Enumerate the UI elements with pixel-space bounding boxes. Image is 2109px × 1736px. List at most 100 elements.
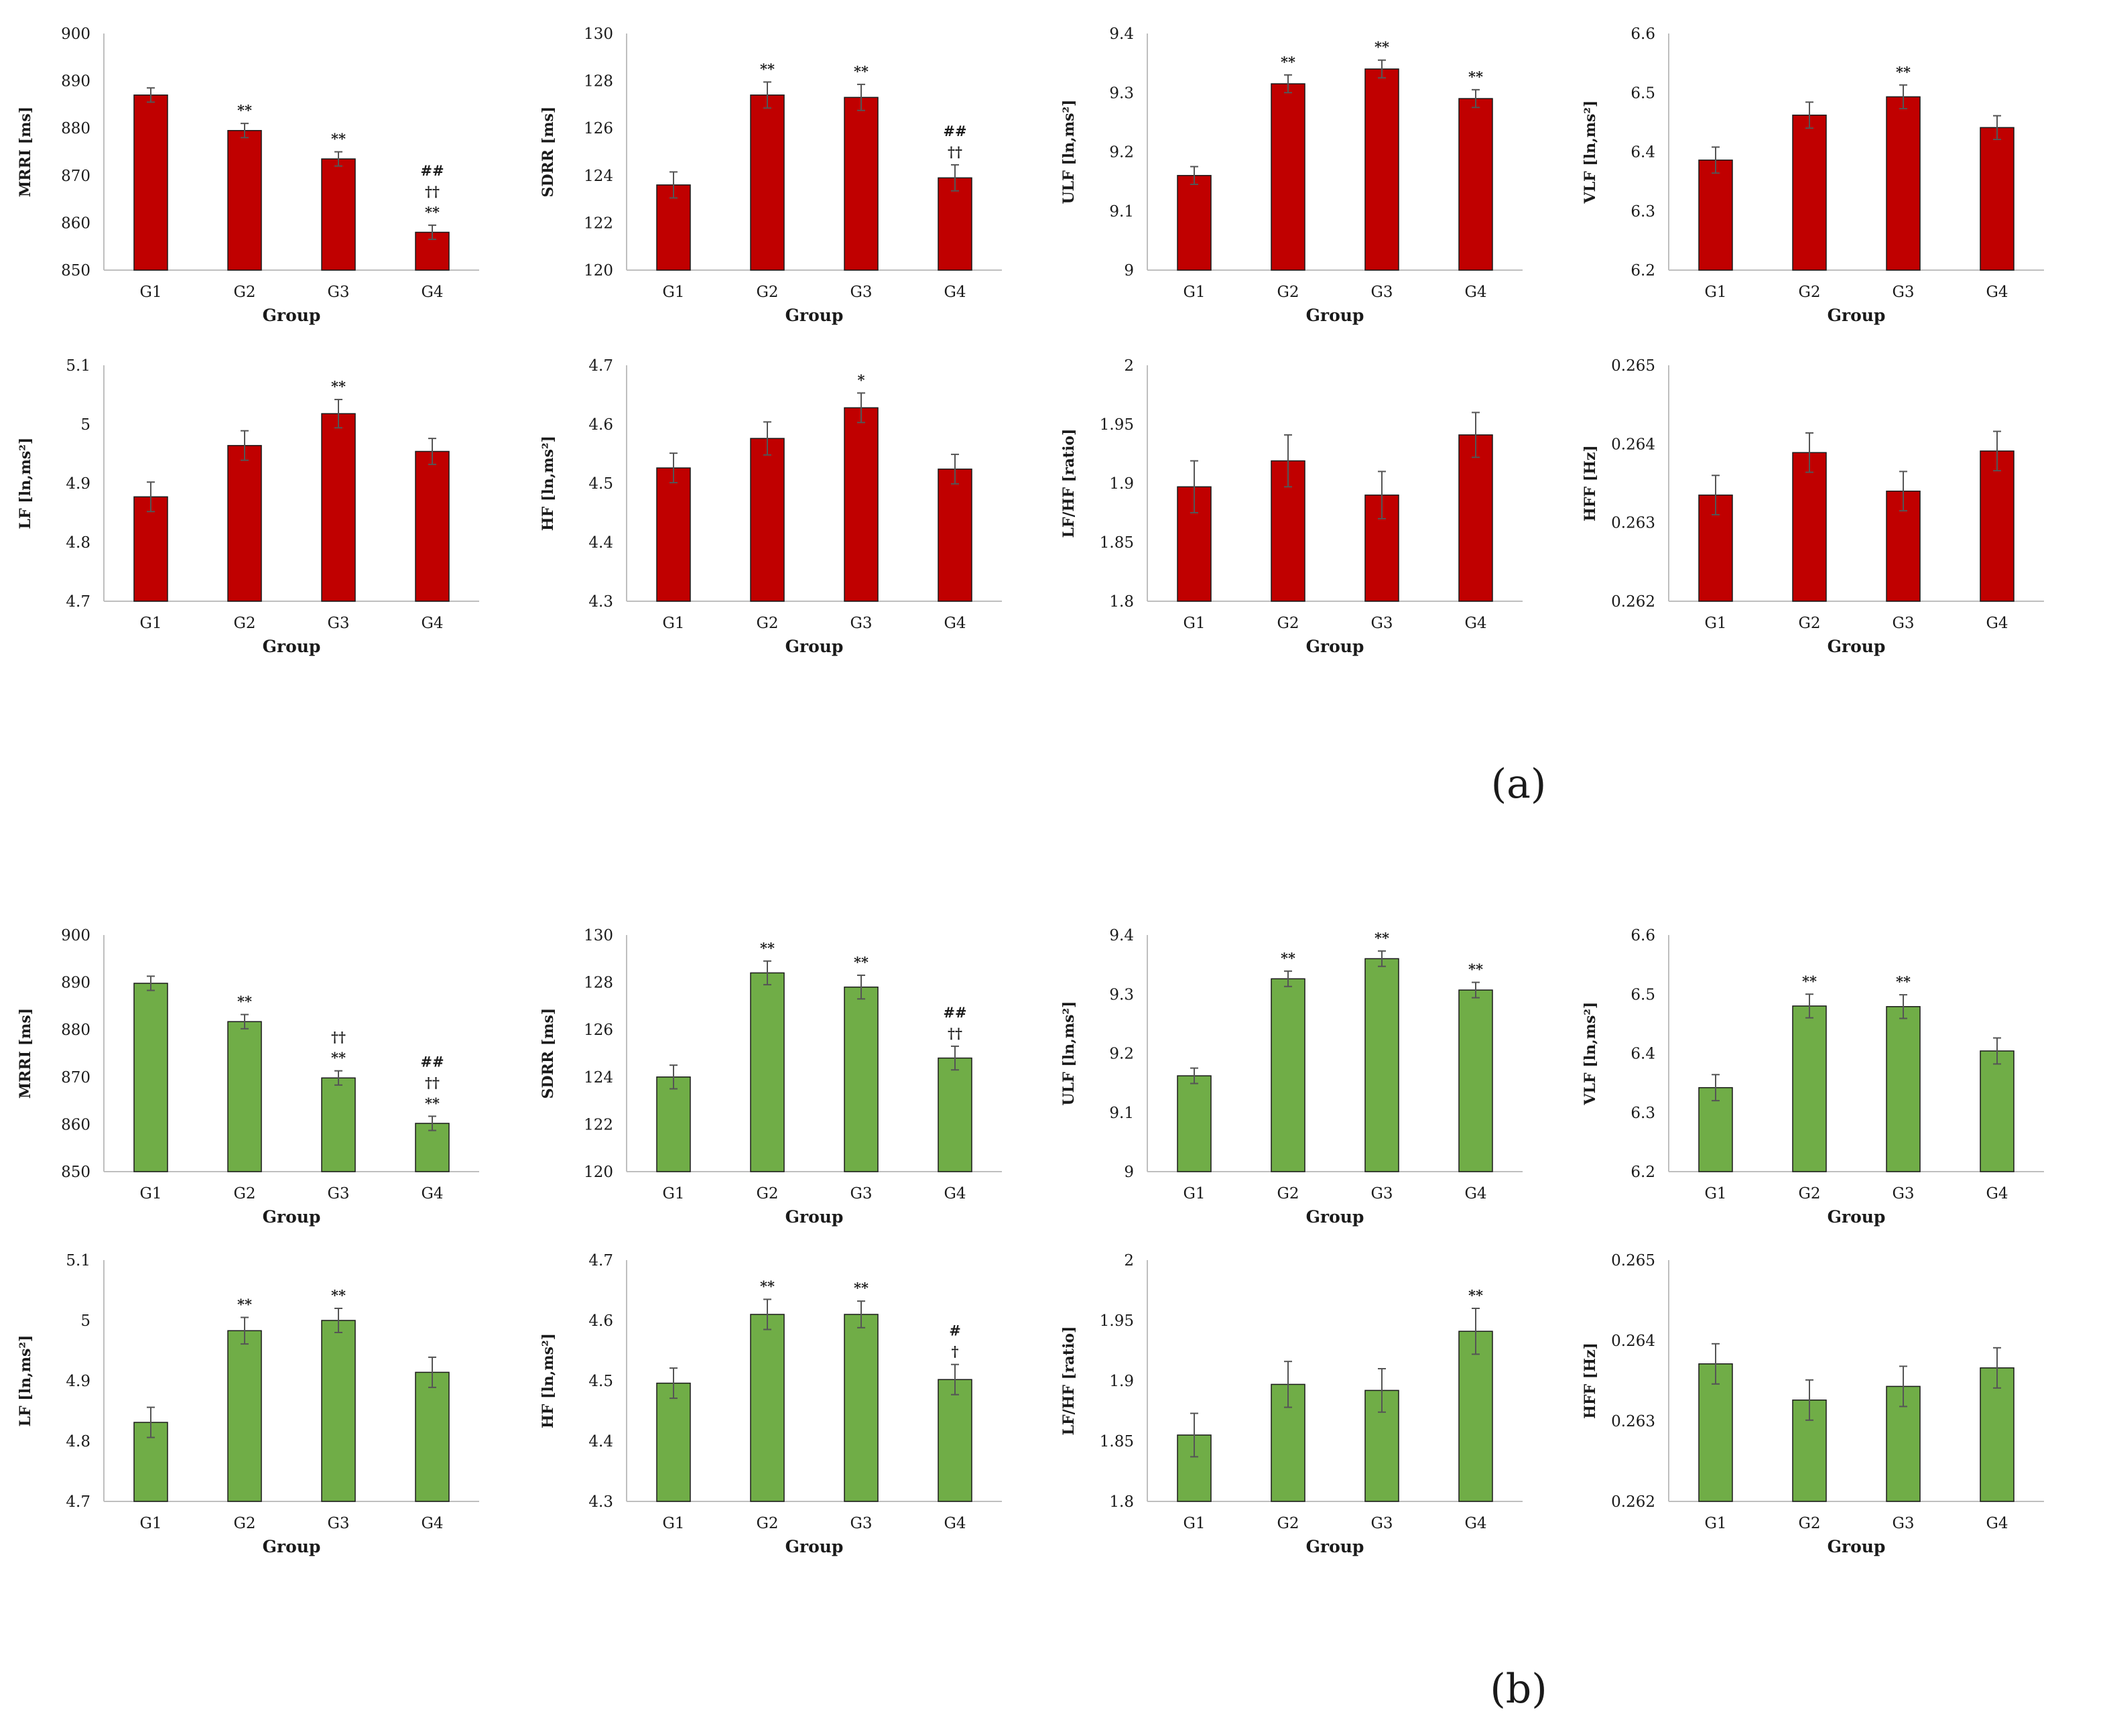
chart-panel: 1.8 1.85 1.9 1.95 2 LF/HF [ratio] Group G1 G2 G3 G… — [1060, 357, 1523, 656]
charts-layer: 850 860 870 880 890 900 MRRI [ms] Group G1 G2 ** G3… — [17, 25, 2044, 1556]
y-axis-label: LF [ln,ms²] — [17, 438, 34, 530]
y-tick-label: 850 — [61, 262, 90, 280]
y-axis-label: HF [ln,ms²] — [539, 436, 557, 531]
bar — [1177, 175, 1212, 271]
x-tick-label: G4 — [1464, 615, 1486, 632]
y-tick-label: 0.264 — [1611, 436, 1655, 453]
x-tick-label: G1 — [662, 1185, 684, 1202]
significance-marker: †† — [948, 1025, 962, 1042]
y-tick-label: 6.6 — [1631, 927, 1655, 944]
significance-marker: †† — [425, 183, 440, 200]
chart-panel: 4.3 4.4 4.5 4.6 4.7 HF [ln,ms²] Group G1 G2 ** G3 *… — [539, 1252, 1002, 1556]
x-tick-label: G2 — [1277, 284, 1299, 301]
y-tick-label: 4.9 — [66, 1373, 90, 1390]
y-tick-label: 890 — [61, 73, 90, 90]
significance-marker: †† — [331, 1029, 346, 1046]
bar — [1792, 1005, 1827, 1172]
x-tick-label: G1 — [139, 1515, 162, 1532]
significance-marker: ** — [331, 1050, 346, 1066]
bar — [938, 469, 972, 602]
y-tick-label: 4.6 — [588, 416, 613, 434]
y-tick-label: 9.1 — [1109, 1105, 1134, 1122]
x-tick-label: G1 — [1704, 284, 1726, 301]
significance-marker: ** — [1468, 1287, 1483, 1304]
x-tick-label: G2 — [1798, 1515, 1820, 1532]
y-tick-label: 0.263 — [1611, 1413, 1655, 1430]
x-tick-label: G3 — [327, 1185, 349, 1202]
x-axis-label: Group — [1306, 306, 1364, 325]
significance-marker: ** — [331, 1287, 346, 1304]
x-tick-label: G2 — [1277, 615, 1299, 632]
bar — [750, 1314, 785, 1502]
significance-marker: ** — [760, 60, 775, 77]
bar — [321, 413, 356, 602]
y-tick-label: 860 — [61, 214, 90, 232]
x-tick-label: G4 — [1986, 1515, 2008, 1532]
y-tick-label: 6.6 — [1631, 25, 1655, 43]
x-tick-label: G1 — [1704, 1515, 1726, 1532]
y-tick-label: 0.262 — [1611, 593, 1655, 611]
significance-marker: ** — [425, 204, 440, 221]
y-tick-label: 6.5 — [1631, 84, 1655, 102]
bar — [133, 95, 168, 271]
y-tick-label: 870 — [61, 1069, 90, 1087]
y-tick-label: 9.1 — [1109, 203, 1134, 221]
chart-panel: 850 860 870 880 890 900 MRRI [ms] Group G1 G2 ** G3… — [17, 927, 479, 1227]
x-tick-label: G2 — [1277, 1185, 1299, 1202]
y-tick-label: 9.3 — [1109, 84, 1134, 102]
y-tick-label: 900 — [61, 25, 90, 43]
bar — [1271, 83, 1305, 271]
y-tick-label: 128 — [584, 73, 613, 90]
bar — [1177, 1075, 1212, 1172]
significance-marker: ** — [237, 993, 252, 1010]
y-tick-label: 4.7 — [66, 1493, 90, 1511]
bar — [133, 496, 168, 602]
bar — [415, 1371, 450, 1502]
y-tick-label: 124 — [584, 1069, 613, 1087]
x-tick-label: G3 — [327, 284, 349, 301]
bar — [938, 177, 972, 271]
y-axis-label: VLF [ln,ms²] — [1582, 101, 1599, 204]
x-tick-label: G4 — [944, 1185, 966, 1202]
x-tick-label: G3 — [850, 615, 872, 632]
y-tick-label: 130 — [584, 927, 613, 944]
y-tick-label: 122 — [584, 1116, 613, 1133]
y-tick-label: 860 — [61, 1116, 90, 1133]
y-tick-label: 126 — [584, 1021, 613, 1039]
bar — [1980, 450, 2015, 602]
bar — [844, 97, 879, 271]
chart-panel: 6.2 6.3 6.4 6.5 6.6 VLF [ln,ms²] Group G1 G2 G3 **… — [1582, 25, 2044, 325]
bar — [844, 986, 879, 1172]
significance-marker: ** — [331, 131, 346, 147]
bar — [750, 972, 785, 1172]
chart-panel: 4.3 4.4 4.5 4.6 4.7 HF [ln,ms²] Group G1 G2 G3 * G4 — [539, 357, 1002, 656]
bar — [1458, 1330, 1493, 1502]
bar — [1458, 98, 1493, 271]
y-tick-label: 850 — [61, 1164, 90, 1181]
x-tick-label: G1 — [662, 615, 684, 632]
x-axis-label: Group — [263, 637, 321, 656]
significance-marker: ** — [1896, 973, 1911, 990]
y-tick-label: 1.85 — [1100, 1433, 1134, 1450]
x-tick-label: G2 — [233, 1515, 255, 1532]
significance-marker: ** — [1468, 68, 1483, 85]
y-axis-label: SDRR [ms] — [539, 107, 557, 198]
significance-marker: ** — [1281, 950, 1295, 967]
x-tick-label: G4 — [421, 615, 443, 632]
y-tick-label: 4.8 — [66, 1433, 90, 1450]
significance-marker: ** — [237, 102, 252, 119]
y-axis-label: VLF [ln,ms²] — [1582, 1002, 1599, 1106]
y-tick-label: 4.5 — [588, 1373, 613, 1390]
bar — [415, 450, 450, 602]
chart-panel: 4.7 4.8 4.9 5 5.1 LF [ln,ms²] Group G1 G2 G3 ** G4 — [17, 357, 479, 656]
y-axis-label: HFF [Hz] — [1582, 1343, 1599, 1419]
y-tick-label: 1.95 — [1100, 416, 1134, 434]
x-axis-label: Group — [1306, 1207, 1364, 1227]
chart-panel: 1.8 1.85 1.9 1.95 2 LF/HF [ratio] Group G1 G2 G3 G… — [1060, 1252, 1523, 1556]
significance-marker: ** — [1281, 54, 1295, 70]
x-tick-label: G2 — [756, 615, 778, 632]
y-tick-label: 4.4 — [588, 1433, 613, 1450]
y-axis-label: SDRR [ms] — [539, 1008, 557, 1099]
bar — [1364, 958, 1399, 1172]
significance-marker: ## — [420, 162, 444, 179]
